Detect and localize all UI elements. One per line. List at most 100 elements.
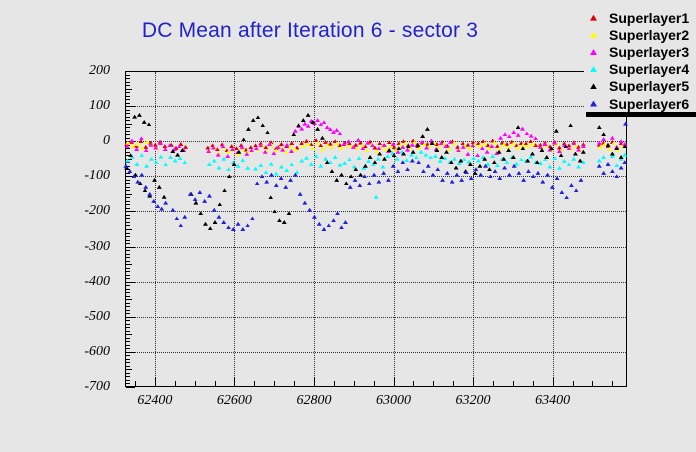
data-point xyxy=(373,194,379,199)
data-point xyxy=(372,145,378,150)
data-point xyxy=(206,193,212,198)
data-point xyxy=(377,151,383,156)
data-point xyxy=(342,160,348,165)
data-point xyxy=(537,160,543,165)
data-point xyxy=(280,147,286,152)
data-point xyxy=(514,143,520,148)
data-point xyxy=(226,149,232,154)
y-axis-tick xyxy=(126,243,130,245)
data-point xyxy=(571,141,577,146)
data-point xyxy=(214,147,220,152)
x-axis-tick xyxy=(194,381,196,386)
data-point xyxy=(489,144,495,149)
data-point xyxy=(482,141,488,146)
data-point xyxy=(342,140,348,145)
data-point xyxy=(305,123,311,128)
data-point xyxy=(383,146,389,151)
data-point xyxy=(171,146,177,151)
data-point xyxy=(370,162,376,167)
data-point xyxy=(444,143,450,148)
data-point xyxy=(337,131,343,136)
data-point xyxy=(438,141,444,146)
data-point xyxy=(396,141,402,146)
data-point xyxy=(437,158,443,163)
data-point xyxy=(540,179,546,184)
data-point xyxy=(141,119,147,124)
data-point xyxy=(460,141,466,146)
data-point xyxy=(299,140,305,145)
data-point xyxy=(559,190,565,195)
y-axis-tick xyxy=(126,337,130,339)
superlayer2-marker-icon xyxy=(590,31,597,38)
data-point xyxy=(376,146,382,151)
y-axis-tick xyxy=(126,229,132,230)
data-point xyxy=(470,143,476,148)
data-point xyxy=(291,132,297,137)
data-point xyxy=(533,143,539,148)
y-axis-tick xyxy=(126,137,130,139)
v-gridline xyxy=(393,72,395,386)
y-axis-tick xyxy=(126,250,130,252)
y-axis-tick xyxy=(126,225,130,227)
legend-label: Superlayer1 xyxy=(609,9,690,26)
data-point xyxy=(516,170,522,175)
data-point xyxy=(192,197,198,202)
data-point xyxy=(556,145,562,150)
data-point xyxy=(394,156,400,161)
v-gridline xyxy=(473,72,475,386)
data-point xyxy=(482,163,488,168)
data-point xyxy=(547,164,553,169)
data-point xyxy=(515,125,521,130)
data-point xyxy=(348,144,354,149)
data-point xyxy=(292,128,298,133)
y-axis-tick xyxy=(126,221,130,223)
data-point xyxy=(377,141,383,146)
data-point xyxy=(566,162,572,167)
data-point xyxy=(530,174,536,179)
data-point xyxy=(177,156,183,161)
y-axis-tick xyxy=(126,302,130,304)
data-point xyxy=(431,141,437,146)
data-point xyxy=(258,163,264,168)
data-point xyxy=(334,127,340,132)
legend-entry: Superlayer5 xyxy=(584,78,696,95)
data-point xyxy=(299,158,305,163)
y-axis-tick xyxy=(126,236,130,238)
data-point xyxy=(362,163,368,168)
data-point xyxy=(609,153,615,158)
data-point xyxy=(482,156,488,161)
data-point xyxy=(568,183,574,188)
data-point xyxy=(168,142,174,147)
data-point xyxy=(353,142,359,147)
data-point xyxy=(487,174,493,179)
data-point xyxy=(319,146,325,151)
data-point xyxy=(235,221,241,226)
y-axis-tick xyxy=(126,330,130,332)
data-point xyxy=(577,147,583,152)
data-point xyxy=(181,148,187,153)
legend-entry: Superlayer6 xyxy=(584,95,696,112)
data-point xyxy=(568,123,574,128)
data-point xyxy=(370,143,376,148)
data-point xyxy=(275,144,281,149)
data-point xyxy=(211,158,217,163)
data-point xyxy=(130,144,136,149)
superlayer1-marker-icon xyxy=(590,14,597,21)
data-point xyxy=(511,130,517,135)
data-point xyxy=(472,170,478,175)
data-point xyxy=(556,149,562,154)
data-point xyxy=(207,226,213,231)
y-tick-label: 200 xyxy=(89,63,110,78)
y-axis-tick xyxy=(126,355,130,357)
data-point xyxy=(455,144,461,149)
data-point xyxy=(622,152,628,157)
data-point xyxy=(549,184,555,189)
data-point xyxy=(216,165,222,170)
data-point xyxy=(571,156,577,161)
data-point xyxy=(455,148,461,153)
superlayer6-marker-icon xyxy=(590,100,597,107)
data-point xyxy=(216,151,222,156)
data-point xyxy=(378,144,384,149)
y-axis-tick xyxy=(126,102,130,104)
data-point xyxy=(601,140,607,145)
